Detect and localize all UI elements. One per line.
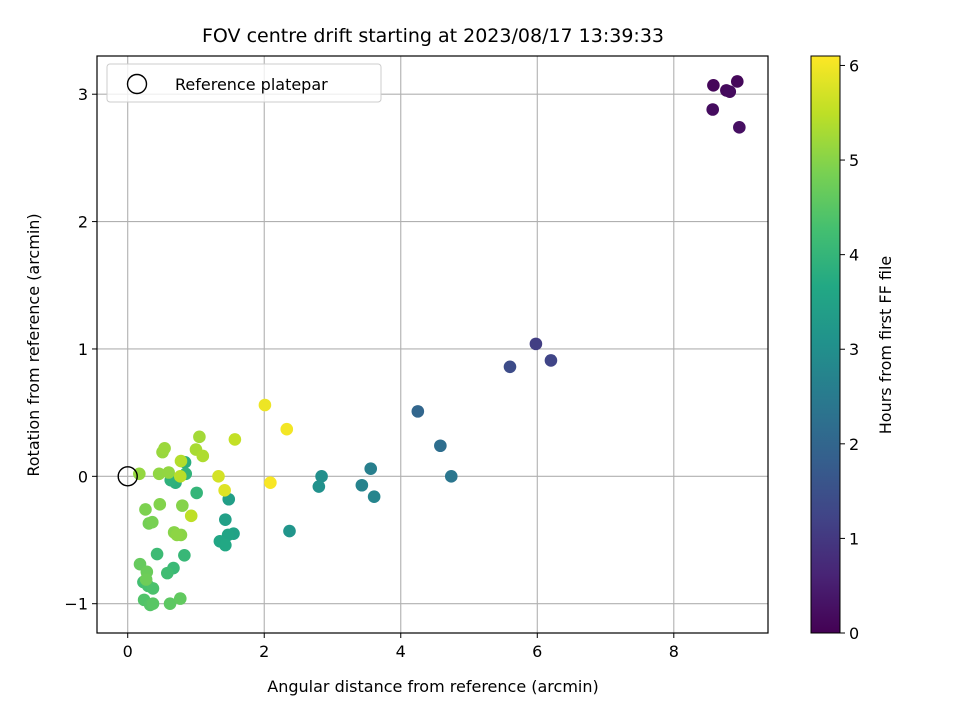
scatter-point — [315, 470, 328, 483]
scatter-point — [190, 486, 203, 500]
scatter-point — [150, 547, 164, 561]
scatter-point — [158, 442, 171, 455]
legend-entry-reference-platepar: Reference platepar — [175, 75, 328, 94]
scatter-point — [178, 549, 191, 562]
scatter-point — [184, 509, 198, 523]
scatter-point — [218, 484, 231, 497]
colorbar-tick-label: 3 — [849, 340, 859, 359]
reference-marker — [117, 466, 138, 487]
scatter-point — [163, 597, 177, 611]
scatter-point — [173, 592, 187, 605]
x-axis-label: Angular distance from reference (arcmin) — [267, 677, 598, 696]
scatter-point — [173, 470, 187, 483]
scatter-point — [364, 462, 378, 475]
scatter-point — [139, 503, 152, 516]
scatter-point — [544, 354, 558, 367]
scatter-point — [146, 582, 160, 595]
scatter-point — [193, 430, 206, 444]
colorbar-ticks: 0 1 2 3 4 5 6 — [840, 56, 859, 643]
scatter-point — [730, 75, 744, 88]
legend-box — [106, 63, 382, 103]
scatter-point — [228, 433, 242, 446]
scatter-point — [280, 422, 294, 436]
scatter-point — [196, 449, 210, 463]
scatter-point — [162, 466, 175, 479]
scatter-points — [133, 75, 746, 612]
colorbar-tick-label: 6 — [849, 56, 859, 75]
scatter-point — [312, 480, 326, 493]
scatter-point — [212, 470, 225, 483]
scatter-point — [434, 439, 447, 453]
scatter-point — [174, 454, 188, 468]
legend-reference-marker — [126, 73, 148, 95]
scatter-point — [503, 360, 517, 374]
reference-marker-group — [117, 466, 138, 487]
x-tick-label: 2 — [259, 642, 269, 661]
scatter-point — [146, 597, 160, 611]
scatter-point — [355, 478, 369, 492]
y-axis-ticks: −1 0 1 2 3 — [64, 85, 97, 614]
colorbar-label: Hours from first FF file — [876, 256, 895, 435]
scatter-point — [176, 499, 189, 512]
scatter-point — [723, 85, 737, 98]
y-tick-label: 2 — [78, 213, 88, 232]
scatter-point — [139, 573, 153, 586]
colorbar-tick-label: 2 — [849, 435, 859, 454]
scatter-point — [283, 524, 296, 538]
plot-frame — [96, 55, 769, 634]
y-tick-label: −1 — [64, 595, 88, 614]
scatter-point — [264, 476, 277, 489]
grid — [97, 56, 768, 633]
scatter-point — [219, 513, 232, 526]
chart-title: FOV centre drift starting at 2023/08/17 … — [202, 25, 664, 47]
x-tick-label: 4 — [396, 642, 406, 661]
y-tick-label: 3 — [78, 85, 88, 104]
y-tick-label: 0 — [78, 467, 88, 486]
scatter-point — [707, 78, 720, 92]
scatter-point — [258, 398, 272, 412]
y-axis-label: Rotation from reference (arcmin) — [24, 213, 43, 476]
scatter-point — [733, 121, 746, 134]
x-tick-label: 6 — [532, 642, 542, 661]
x-axis-ticks: 0 2 4 6 8 — [123, 633, 679, 661]
colorbar-tick-label: 5 — [849, 151, 859, 170]
x-tick-label: 8 — [669, 642, 679, 661]
colorbar-tick-label: 1 — [849, 529, 859, 548]
scatter-point — [170, 528, 184, 542]
scatter-point — [529, 337, 543, 351]
scatter-point — [367, 490, 381, 504]
scatter-point — [161, 566, 174, 580]
scatter-point — [219, 538, 232, 552]
colorbar-tick-label: 0 — [849, 624, 859, 643]
x-tick-label: 0 — [123, 642, 133, 661]
scatter-point — [706, 103, 720, 116]
scatter-point — [411, 405, 425, 418]
scatter-point — [152, 467, 166, 481]
y-tick-label: 1 — [78, 340, 88, 359]
colorbar — [810, 55, 841, 634]
scatter-point — [153, 498, 167, 511]
legend: Reference platepar — [106, 63, 382, 103]
scatter-point — [444, 470, 458, 483]
colorbar-tick-label: 4 — [849, 246, 859, 265]
scatter-point — [145, 515, 159, 529]
